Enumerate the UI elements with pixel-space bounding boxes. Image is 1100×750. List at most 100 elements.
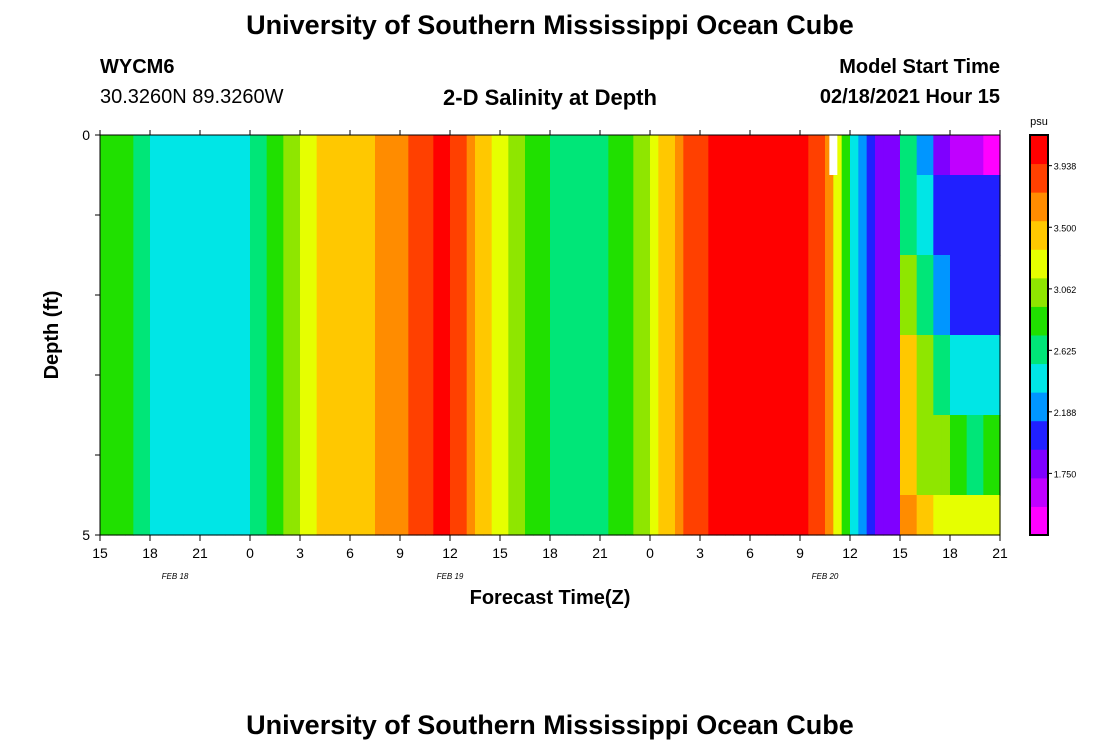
- heatmap-cell: [625, 415, 634, 496]
- heatmap-cell: [475, 175, 484, 256]
- heatmap-cell: [808, 335, 818, 416]
- date-label: FEB 19: [437, 572, 464, 581]
- heatmap-cell: [700, 335, 709, 416]
- heatmap-cell: [825, 335, 834, 416]
- heatmap-cell: [658, 135, 668, 176]
- heatmap-cell: [175, 495, 184, 536]
- heatmap-cell: [216, 495, 226, 536]
- heatmap-cell: [683, 175, 693, 256]
- heatmap-cell: [908, 415, 918, 496]
- heatmap-cell: [900, 255, 909, 336]
- heatmap-cell: [608, 415, 618, 496]
- heatmap-cell: [825, 255, 834, 336]
- heatmap-cell: [283, 415, 293, 496]
- heatmap-cell: [691, 255, 701, 336]
- heatmap-cell: [275, 495, 284, 536]
- heatmap-cell: [125, 335, 134, 416]
- heatmap-cell: [775, 335, 784, 416]
- heatmap-cell: [433, 255, 443, 336]
- heatmap-cell: [491, 335, 501, 416]
- x-tick-label: 3: [296, 545, 304, 561]
- heatmap-cell: [233, 335, 243, 416]
- heatmap-cell: [950, 335, 959, 416]
- heatmap-cell: [225, 255, 234, 336]
- heatmap-cell: [983, 255, 993, 336]
- heatmap-cell: [666, 335, 676, 416]
- heatmap-cell: [550, 495, 559, 536]
- heatmap-cell: [516, 415, 526, 496]
- colorbar-segment: [1030, 477, 1048, 507]
- x-tick-label: 0: [646, 545, 654, 561]
- date-label: FEB 18: [162, 572, 189, 581]
- heatmap-cell: [491, 415, 501, 496]
- heatmap-cell: [666, 255, 676, 336]
- heatmap-cell: [258, 335, 268, 416]
- heatmap-cell: [925, 175, 934, 256]
- heatmap-cell: [266, 415, 276, 496]
- colorbar-tick-label: 3.500: [1054, 223, 1077, 233]
- heatmap-cell: [675, 495, 684, 536]
- heatmap-cell: [591, 335, 601, 416]
- heatmap-cell: [758, 335, 768, 416]
- heatmap-cell: [100, 495, 109, 536]
- heatmap-cell: [333, 255, 343, 336]
- heatmap-cell: [950, 255, 959, 336]
- heatmap-cell: [208, 135, 218, 176]
- heatmap-cell: [216, 135, 226, 176]
- heatmap-cell: [125, 495, 134, 536]
- heatmap-cell: [558, 415, 568, 496]
- heatmap-cell: [425, 335, 434, 416]
- heatmap-cell: [466, 135, 476, 176]
- heatmap-cell: [725, 255, 734, 336]
- heatmap-cell: [408, 415, 418, 496]
- heatmap-cell: [458, 135, 468, 176]
- heatmap-cell: [741, 415, 751, 496]
- heatmap-cell: [625, 335, 634, 416]
- heatmap-cell: [691, 175, 701, 256]
- heatmap-cell: [733, 255, 743, 336]
- heatmap-cell: [700, 415, 709, 496]
- heatmap-cell: [725, 335, 734, 416]
- heatmap-cell: [100, 255, 109, 336]
- heatmap-cell: [708, 415, 718, 496]
- heatmap-cell: [875, 135, 884, 176]
- heatmap-cell: [825, 175, 834, 256]
- heatmap-overlays: [829, 135, 838, 175]
- heatmap-cell: [641, 175, 651, 256]
- heatmap-cell: [825, 495, 834, 536]
- heatmap-cell: [650, 135, 659, 176]
- heatmap-cell: [283, 175, 293, 256]
- heatmap-cell: [100, 175, 109, 256]
- heatmap-cell: [258, 255, 268, 336]
- x-tick-label: 12: [442, 545, 458, 561]
- heatmap-cell: [391, 495, 401, 536]
- heatmap-cell: [775, 415, 784, 496]
- heatmap-cell: [783, 495, 793, 536]
- heatmap-cell: [166, 335, 176, 416]
- heatmap-cell: [425, 495, 434, 536]
- heatmap-cell: [208, 175, 218, 256]
- heatmap-cell: [600, 255, 609, 336]
- heatmap-cell: [758, 495, 768, 536]
- colorbar-tick-label: 3.062: [1054, 285, 1077, 295]
- heatmap-cell: [150, 335, 159, 416]
- y-tick-label: 5: [82, 527, 90, 543]
- heatmap-cell: [500, 335, 509, 416]
- heatmap-cell: [158, 255, 168, 336]
- heatmap-cell: [483, 175, 493, 256]
- heatmap-cell: [708, 335, 718, 416]
- heatmap-cell: [416, 415, 426, 496]
- heatmap-cell: [558, 255, 568, 336]
- x-tick-label: 21: [992, 545, 1008, 561]
- heatmap-cell: [441, 495, 451, 536]
- heatmap-cell: [266, 135, 276, 176]
- heatmap-cell: [275, 255, 284, 336]
- heatmap-cell: [691, 415, 701, 496]
- heatmap-cell: [850, 255, 859, 336]
- heatmap-cell: [575, 335, 584, 416]
- heatmap-cell: [833, 175, 843, 256]
- heatmap-cell: [591, 255, 601, 336]
- heatmap-cell: [675, 175, 684, 256]
- heatmap-cell: [775, 495, 784, 536]
- heatmap-cell: [550, 335, 559, 416]
